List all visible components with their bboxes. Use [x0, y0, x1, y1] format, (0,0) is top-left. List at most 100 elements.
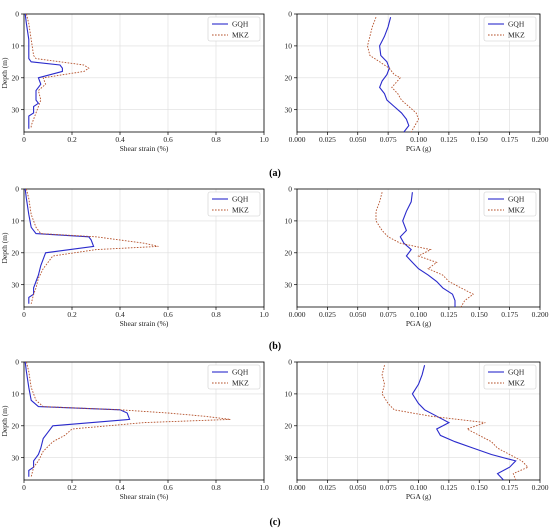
y-axis-label: Depth (m) — [0, 405, 9, 437]
x-tick-label: 0.2 — [67, 135, 77, 144]
series-line-gqh — [378, 17, 410, 133]
series-line-mkz — [367, 17, 419, 133]
y-tick-label: 10 — [12, 41, 20, 50]
legend-label-mkz: MKZ — [232, 206, 249, 215]
chart-shear-strain-b: 0 0.2 0.4 0.6 0.8 1.0 0 10 20 30 Shear strain (%) D… — [0, 185, 269, 328]
plot-frame — [296, 361, 541, 481]
x-tick-label: 0.8 — [211, 483, 221, 492]
x-tick-label: 0.025 — [319, 483, 336, 492]
x-axis-label: PGA (g) — [406, 492, 432, 501]
y-tick-label: 10 — [12, 389, 20, 398]
chart-shear-strain-c: 0 0.2 0.4 0.6 0.8 1.0 0 10 20 30 Shear strain (%) D… — [0, 358, 269, 501]
x-tick-label: 0 — [22, 483, 26, 492]
panel-label-c: (c) — [269, 517, 280, 528]
y-tick-label: 0 — [15, 10, 19, 19]
y-tick-label: 0 — [15, 358, 19, 367]
plot-frame — [23, 13, 265, 133]
series-line-gqh — [24, 188, 95, 304]
series-line-gqh — [411, 365, 517, 481]
series-line-gqh — [24, 13, 63, 129]
y-tick-label: 30 — [12, 105, 20, 114]
x-tick-label: 0.200 — [532, 135, 549, 144]
y-tick-label: 10 — [285, 389, 293, 398]
legend-label-mkz: MKZ — [232, 31, 249, 40]
legend-label-gqh: GQH — [232, 20, 249, 29]
x-tick-label: 0 — [22, 135, 26, 144]
x-tick-label: 0.4 — [115, 483, 125, 492]
plot-frame — [23, 188, 265, 308]
legend-label-gqh: GQH — [508, 20, 525, 29]
y-tick-label: 10 — [12, 216, 20, 225]
x-axis-label: PGA (g) — [406, 319, 432, 328]
y-tick-label: 0 — [288, 358, 292, 367]
plot-frame — [23, 361, 265, 481]
y-axis-label: Depth (m) — [0, 57, 9, 89]
x-tick-label: 0.075 — [380, 135, 397, 144]
legend-label-mkz: MKZ — [508, 206, 525, 215]
x-tick-label: 0.125 — [440, 310, 457, 319]
y-tick-label: 20 — [12, 248, 20, 257]
y-tick-label: 30 — [285, 453, 293, 462]
x-tick-label: 0.000 — [289, 310, 306, 319]
y-tick-label: 0 — [288, 10, 292, 19]
y-tick-label: 30 — [12, 280, 20, 289]
x-tick-label: 0.175 — [501, 310, 518, 319]
x-tick-label: 0.8 — [211, 310, 221, 319]
x-tick-label: 0.100 — [410, 483, 427, 492]
y-tick-label: 30 — [285, 280, 293, 289]
legend-label-mkz: MKZ — [508, 379, 525, 388]
chart-pga-a: 0.000 0.025 0.050 0.075 0.100 0.125 0.150 0.175… — [285, 10, 549, 153]
plot-frame — [296, 13, 541, 133]
x-tick-label: 0.000 — [289, 483, 306, 492]
y-tick-label: 10 — [285, 41, 293, 50]
x-tick-label: 0.2 — [67, 310, 77, 319]
y-tick-label: 20 — [12, 73, 20, 82]
plot-frame — [296, 188, 541, 308]
x-tick-label: 1.0 — [259, 135, 269, 144]
x-tick-label: 0.100 — [410, 135, 427, 144]
x-tick-label: 0.125 — [440, 135, 457, 144]
legend-label-gqh: GQH — [508, 368, 525, 377]
x-tick-label: 0.050 — [349, 310, 366, 319]
x-tick-label: 0.4 — [115, 135, 125, 144]
legend-label-gqh: GQH — [232, 368, 249, 377]
x-tick-label: 1.0 — [259, 310, 269, 319]
x-tick-label: 0.050 — [349, 135, 366, 144]
x-tick-label: 0.6 — [163, 310, 173, 319]
legend-label-gqh: GQH — [508, 195, 525, 204]
x-tick-label: 0.100 — [410, 310, 427, 319]
y-axis-label: Depth (m) — [0, 232, 9, 264]
x-tick-label: 0.6 — [163, 483, 173, 492]
x-tick-label: 0.050 — [349, 483, 366, 492]
x-tick-label: 0.150 — [471, 310, 488, 319]
series-line-gqh — [24, 361, 131, 477]
legend-label-mkz: MKZ — [232, 379, 249, 388]
x-tick-label: 0.8 — [211, 135, 221, 144]
y-tick-label: 20 — [285, 248, 293, 257]
x-tick-label: 0 — [22, 310, 26, 319]
x-tick-label: 0.000 — [289, 135, 306, 144]
series-line-mkz — [375, 192, 475, 308]
panel-label-a: (a) — [269, 168, 281, 179]
x-axis-label: Shear strain (%) — [120, 144, 169, 153]
x-axis-label: Shear strain (%) — [120, 492, 169, 501]
x-tick-label: 0.125 — [440, 483, 457, 492]
x-tick-label: 0.2 — [67, 483, 77, 492]
x-tick-label: 0.6 — [163, 135, 173, 144]
y-tick-label: 0 — [15, 185, 19, 194]
x-axis-label: PGA (g) — [406, 144, 432, 153]
series-line-gqh — [399, 192, 456, 307]
x-tick-label: 0.175 — [501, 483, 518, 492]
legend-label-mkz: MKZ — [508, 31, 525, 40]
legend-label-gqh: GQH — [232, 195, 249, 204]
chart-shear-strain-a: 0 0.2 0.4 0.6 0.8 1.0 0 10 20 30 Shear strain (%) D… — [0, 10, 269, 153]
y-tick-label: 20 — [285, 73, 293, 82]
series-line-mkz — [25, 361, 231, 477]
x-tick-label: 0.025 — [319, 135, 336, 144]
x-tick-label: 0.200 — [532, 310, 549, 319]
panel-label-b: (b) — [269, 341, 281, 352]
chart-pga-c: 0.000 0.025 0.050 0.075 0.100 0.125 0.150 0.175… — [285, 358, 549, 501]
y-tick-label: 30 — [285, 105, 293, 114]
x-axis-label: Shear strain (%) — [120, 319, 169, 328]
